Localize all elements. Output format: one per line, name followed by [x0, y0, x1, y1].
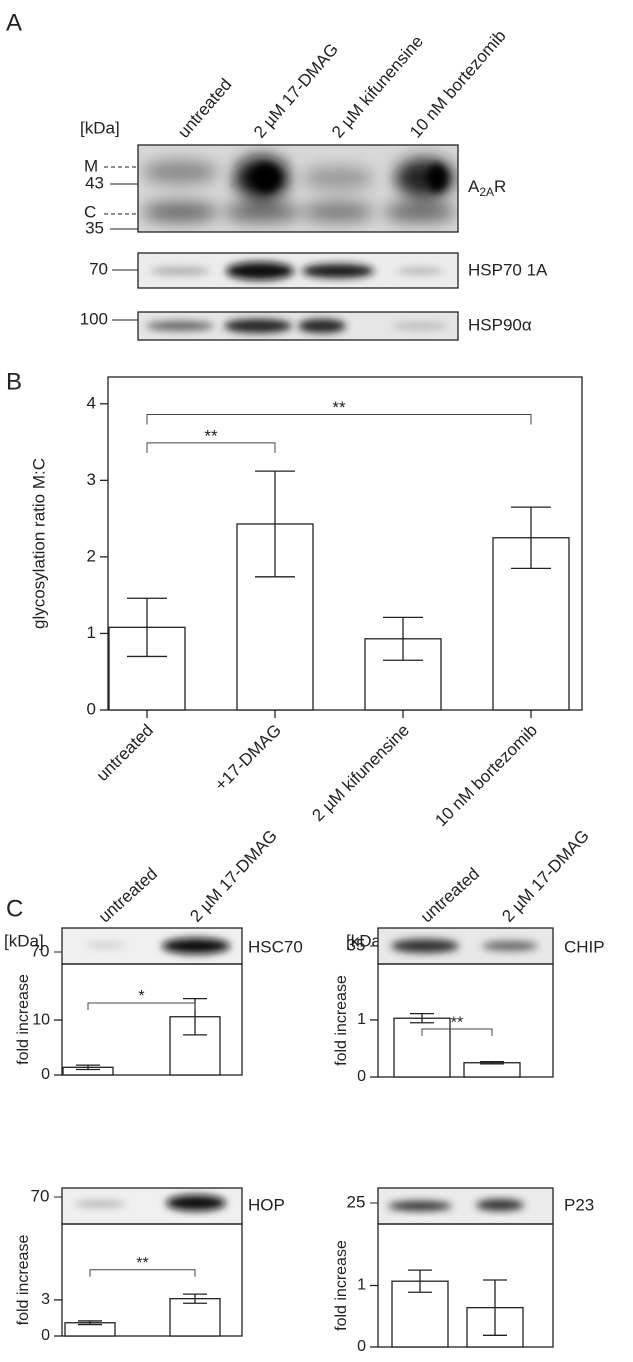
x-tick-label: +17-DMAG [211, 721, 285, 795]
blot-label: CHIP [564, 937, 605, 956]
error-bar [511, 506, 551, 570]
marker-label: 25 [347, 1192, 366, 1211]
marker-label: 70 [31, 941, 50, 960]
marker-label: 100 [80, 309, 108, 328]
significance-label: ** [136, 1255, 148, 1272]
blot-image [62, 928, 242, 964]
error-bar [408, 1269, 432, 1293]
lane-label: 2 µM 17-DMAG [498, 826, 593, 926]
bar [393, 1017, 451, 1078]
error-bar [410, 1013, 434, 1024]
error-bar [255, 470, 295, 578]
y-tick-label: 0 [357, 1068, 366, 1085]
y-tick-label: 1 [357, 1277, 366, 1294]
x-tick-label: 2 µM kifunensine [308, 721, 413, 826]
marker-label: 70 [31, 1186, 50, 1205]
error-bar [78, 1320, 102, 1326]
significance-label: ** [451, 1014, 463, 1031]
lane-label: untreated [95, 864, 161, 926]
marker-label: 43 [85, 173, 104, 192]
lane-label: untreated [174, 75, 235, 142]
error-bar [183, 1293, 207, 1304]
blot-image [378, 1188, 553, 1224]
y-axis-label: fold increase [333, 975, 350, 1066]
error-bar [480, 1060, 504, 1065]
marker-label: 70 [89, 259, 108, 278]
y-tick-label: 0 [87, 699, 96, 718]
blot-image [138, 312, 458, 340]
blot-label: HSP70 1A [468, 260, 548, 279]
marker-label: C [84, 202, 96, 221]
blot-label-part: R [494, 177, 506, 196]
kda-label: [kDa] [80, 118, 120, 137]
error-bar [483, 1279, 507, 1336]
significance-bracket [87, 1002, 196, 1011]
lane-label: 2 µM 17-DMAG [250, 40, 342, 142]
y-tick-label: 1 [357, 1011, 366, 1028]
error-bar [383, 616, 423, 661]
blot-label: A2AR [468, 177, 506, 199]
significance-bracket [146, 414, 532, 425]
plot-frame [107, 376, 583, 711]
significance-bracket [146, 442, 276, 453]
plot-frame [61, 1223, 243, 1337]
y-tick-label: 0 [357, 1338, 366, 1355]
marker-label: M [84, 156, 98, 175]
error-bar [127, 597, 167, 658]
y-axis-label: fold increase [333, 1240, 350, 1331]
y-tick-label: 0 [41, 1066, 50, 1083]
bar [169, 1298, 221, 1337]
significance-label: ** [204, 426, 218, 445]
marker-label: 35 [347, 935, 366, 954]
lane-label: untreated [417, 864, 483, 926]
y-tick-label: 3 [87, 470, 96, 489]
significance-bracket [421, 1028, 493, 1037]
bar [463, 1062, 521, 1078]
blot-label: HSC70 [248, 937, 303, 956]
y-tick-label: 2 [87, 546, 96, 565]
y-axis-label: glycosylation ratio M:C [29, 458, 48, 629]
blot-image [62, 1188, 242, 1224]
blot-frame [137, 144, 459, 233]
error-bar [76, 1064, 100, 1071]
significance-label: ** [332, 398, 346, 417]
panel-label: A [6, 9, 22, 36]
blot-label-sub: 2A [479, 185, 494, 199]
y-tick-label: 3 [41, 1291, 50, 1308]
blot-image [138, 145, 458, 232]
blot-image [138, 253, 458, 288]
blot-label: HOP [248, 1195, 285, 1214]
blot-label: HSP90α [468, 315, 532, 334]
y-tick-label: 10 [32, 1011, 50, 1028]
blot-frame [137, 311, 459, 341]
kda-label: [kDa] [4, 931, 44, 950]
significance-label: * [138, 988, 144, 1005]
blot-image [378, 928, 553, 964]
lane-label: 2 µM 17-DMAG [186, 826, 281, 926]
x-tick-label: untreated [93, 721, 157, 785]
significance-bracket [89, 1269, 196, 1277]
y-axis-label: fold increase [15, 1235, 32, 1326]
blot-label-part: A [468, 177, 480, 196]
blot-label: P23 [564, 1195, 594, 1214]
y-tick-label: 4 [87, 393, 96, 412]
y-tick-label: 1 [87, 623, 96, 642]
marker-label: 35 [85, 218, 104, 237]
panel-label: B [6, 368, 22, 395]
x-tick-label: 10 nM bortezomib [431, 721, 541, 831]
panel-label: C [6, 895, 23, 922]
y-axis-label: fold increase [15, 974, 32, 1065]
y-tick-label: 0 [41, 1327, 50, 1344]
